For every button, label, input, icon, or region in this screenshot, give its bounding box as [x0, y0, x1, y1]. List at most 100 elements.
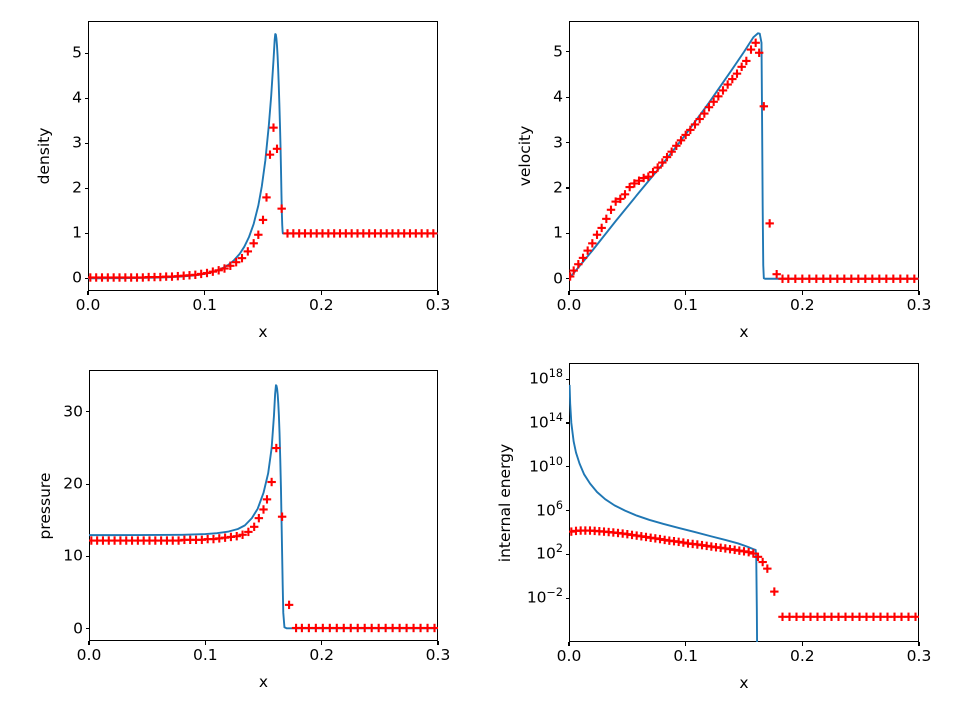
xtick-mark — [320, 291, 322, 295]
xtick-mark — [568, 642, 570, 646]
ytick-mark — [85, 555, 89, 557]
ytick-label: 1014 — [529, 411, 563, 432]
ytick-mark — [565, 422, 569, 424]
ytick-label: 3 — [72, 133, 82, 152]
xtick-mark — [88, 641, 90, 645]
series-line-pressure — [89, 384, 438, 630]
xtick-label: 0.1 — [193, 646, 218, 664]
ytick-label: 3 — [553, 132, 563, 151]
yaxis-title-internal-energy: internal energy — [496, 443, 514, 562]
series-markers-internal-energy — [569, 526, 919, 621]
ytick-mark — [565, 51, 569, 53]
ytick-label: 10−2 — [526, 586, 563, 607]
axes-frame-internal-energy — [569, 363, 919, 642]
ytick-mark — [84, 187, 88, 189]
axes-frame-density — [88, 21, 438, 291]
ytick-mark — [565, 278, 569, 280]
xtick-label: 0.0 — [75, 296, 101, 314]
axes-frame-velocity — [569, 21, 919, 291]
ytick-mark — [565, 510, 569, 512]
ytick-mark — [85, 628, 89, 630]
xtick-mark — [437, 641, 439, 645]
ytick-label: 5 — [72, 43, 82, 62]
xtick-label: 0.3 — [425, 296, 451, 314]
xtick-label: 0.2 — [790, 296, 815, 314]
ytick-label: 4 — [553, 87, 563, 106]
ytick-mark — [565, 553, 569, 555]
series-markers-density — [88, 123, 438, 282]
xaxis-title-velocity: x — [739, 323, 749, 341]
series-markers-velocity — [569, 38, 919, 283]
xtick-mark — [685, 291, 687, 295]
axes-frame-pressure — [89, 370, 438, 641]
xtick-label: 0.1 — [673, 296, 698, 314]
ytick-label: 5 — [553, 42, 563, 61]
series-markers-pressure — [89, 443, 438, 633]
xaxis-title-internal-energy: x — [739, 674, 749, 692]
xtick-mark — [87, 291, 89, 295]
xtick-label: 0.2 — [309, 646, 334, 664]
ytick-label: 0 — [72, 268, 82, 287]
xtick-label: 0.3 — [425, 646, 451, 664]
ytick-label: 20 — [63, 474, 83, 493]
ytick-mark — [84, 52, 88, 54]
ytick-label: 10 — [63, 546, 83, 565]
xtick-label: 0.0 — [76, 646, 102, 664]
ytick-label: 2 — [72, 178, 82, 197]
ytick-label: 0 — [553, 268, 563, 287]
ytick-mark — [84, 232, 88, 234]
ytick-mark — [565, 187, 569, 189]
ytick-mark — [84, 142, 88, 144]
xtick-label: 0.1 — [192, 296, 217, 314]
xtick-label: 0.3 — [906, 296, 932, 314]
xtick-mark — [568, 291, 570, 295]
series-line-velocity — [569, 32, 919, 280]
ytick-label: 106 — [536, 498, 563, 519]
ytick-mark — [565, 96, 569, 98]
xtick-label: 0.2 — [790, 647, 815, 665]
ytick-mark — [565, 597, 569, 599]
ytick-label: 0 — [73, 618, 83, 637]
xtick-mark — [204, 641, 206, 645]
xtick-mark — [437, 291, 439, 295]
ytick-mark — [85, 411, 89, 413]
xtick-label: 0.0 — [556, 647, 582, 665]
ytick-mark — [565, 466, 569, 468]
ytick-label: 30 — [63, 402, 83, 421]
xtick-label: 0.3 — [906, 647, 932, 665]
ytick-label: 1010 — [529, 454, 563, 476]
ytick-mark — [84, 277, 88, 279]
xtick-mark — [918, 642, 920, 646]
xtick-label: 0.2 — [309, 296, 334, 314]
ytick-mark — [84, 97, 88, 99]
xtick-mark — [204, 291, 206, 295]
xtick-label: 0.0 — [556, 296, 582, 314]
xtick-mark — [321, 641, 323, 645]
ytick-label: 1 — [553, 223, 563, 242]
xtick-mark — [801, 291, 803, 295]
xtick-mark — [918, 291, 920, 295]
ytick-label: 4 — [72, 88, 82, 107]
ytick-mark — [85, 483, 89, 485]
ytick-label: 102 — [536, 542, 563, 563]
ytick-label: 2 — [553, 178, 563, 197]
ytick-mark — [565, 378, 569, 380]
xtick-label: 0.1 — [673, 647, 698, 665]
series-line-internal-energy — [569, 384, 759, 642]
xaxis-title-pressure: x — [258, 673, 269, 691]
ytick-mark — [565, 232, 569, 234]
ytick-mark — [565, 142, 569, 144]
ytick-label: 1018 — [529, 367, 563, 388]
xtick-mark — [685, 642, 687, 646]
xaxis-title-density: x — [258, 323, 268, 341]
ytick-label: 1 — [72, 223, 82, 242]
